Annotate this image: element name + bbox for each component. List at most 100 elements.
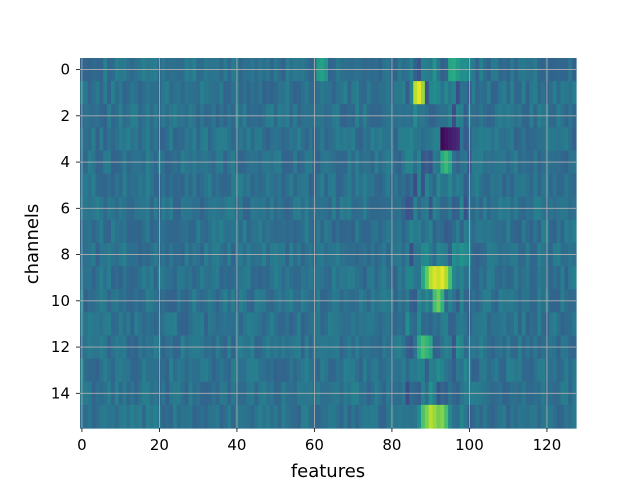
heatmap-cell	[428, 127, 434, 152]
heatmap-cell	[204, 81, 209, 105]
heatmap-cell	[362, 127, 368, 152]
heatmap-cell	[517, 173, 523, 198]
heatmap-cell	[161, 173, 166, 198]
heatmap-cell	[223, 81, 228, 105]
heatmap-cell	[254, 219, 259, 244]
heatmap-cell	[254, 266, 259, 290]
heatmap-cell	[192, 358, 197, 383]
heatmap-cell	[207, 312, 213, 337]
heatmap-cell	[490, 173, 496, 198]
heatmap-cell	[568, 173, 573, 198]
heatmap-cell	[169, 358, 174, 383]
heatmap-cell	[242, 266, 248, 290]
heatmap-cell	[339, 404, 345, 429]
x-tick-label: 0	[77, 436, 87, 454]
heatmap-cell	[471, 312, 476, 337]
heatmap-cell	[149, 127, 155, 152]
heatmap-cell	[548, 404, 554, 429]
heatmap-cell	[238, 127, 244, 152]
heatmap-cell	[378, 219, 383, 244]
heatmap-cell	[498, 81, 503, 105]
heatmap-cell	[355, 127, 360, 152]
heatmap-cell	[219, 266, 224, 290]
heatmap-cell	[285, 127, 290, 152]
heatmap-cell	[300, 81, 306, 105]
heatmap-cell	[331, 312, 337, 337]
heatmap-cell	[428, 404, 434, 429]
heatmap-cell	[529, 312, 534, 337]
heatmap-cell	[176, 127, 182, 152]
heatmap-cell	[440, 127, 445, 152]
heatmap-cell	[506, 404, 511, 429]
heatmap-cell	[351, 312, 356, 337]
heatmap-cell	[111, 173, 116, 198]
heatmap-cell	[331, 266, 337, 290]
heatmap-cell	[541, 219, 546, 244]
heatmap-cell	[459, 173, 465, 198]
y-tick-label: 14	[51, 384, 70, 402]
heatmap-cell	[331, 358, 337, 383]
heatmap-cell	[339, 173, 345, 198]
heatmap-cell	[510, 127, 515, 152]
heatmap-cell	[564, 358, 569, 383]
heatmap-cell	[494, 173, 500, 198]
heatmap-cell	[421, 219, 426, 244]
heatmap-cell	[153, 219, 159, 244]
heatmap-cell	[200, 173, 205, 198]
heatmap-cell	[246, 219, 252, 244]
heatmap-cell	[339, 219, 345, 244]
heatmap-cell	[366, 404, 372, 429]
heatmap-cell	[421, 173, 426, 198]
heatmap-cell	[537, 127, 542, 152]
heatmap-cell	[91, 81, 97, 105]
heatmap-cell	[126, 312, 131, 337]
heatmap-cell	[304, 81, 310, 105]
heatmap-cell	[99, 312, 104, 337]
heatmap-cell	[452, 219, 457, 244]
y-tick-label: 0	[60, 61, 70, 79]
heatmap-cell	[87, 173, 93, 198]
heatmap-cell	[374, 266, 379, 290]
heatmap-cell	[537, 81, 542, 105]
heatmap-cell	[269, 81, 275, 105]
heatmap-cell	[552, 266, 558, 290]
heatmap-cell	[122, 173, 128, 198]
heatmap-cell	[250, 312, 255, 337]
heatmap-cell	[490, 404, 496, 429]
heatmap-cell	[324, 219, 329, 244]
heatmap-cell	[308, 219, 314, 244]
heatmap-cell	[533, 173, 538, 198]
heatmap-cell	[324, 127, 329, 152]
heatmap-cell	[444, 404, 449, 429]
heatmap-cell	[192, 127, 197, 152]
heatmap-cell	[223, 173, 228, 198]
heatmap-cell	[103, 127, 108, 152]
heatmap-cell	[153, 312, 159, 337]
heatmap-cell	[359, 173, 364, 198]
heatmap-cell	[83, 358, 89, 383]
heatmap-cell	[250, 266, 255, 290]
heatmap-cell	[378, 404, 383, 429]
heatmap-cell	[281, 219, 286, 244]
heatmap-cell	[227, 81, 232, 105]
heatmap-cell	[568, 127, 573, 152]
heatmap-cell	[479, 358, 484, 383]
heatmap-cell	[455, 358, 461, 383]
heatmap-cell	[448, 219, 453, 244]
heatmap-cell	[552, 173, 558, 198]
heatmap-cell	[219, 81, 224, 105]
heatmap-cell	[529, 358, 534, 383]
heatmap-cell	[266, 127, 271, 152]
heatmap-cell	[374, 81, 379, 105]
heatmap-cell	[273, 219, 279, 244]
heatmap-cell	[541, 173, 546, 198]
heatmap-cell	[479, 312, 484, 337]
heatmap-cell	[343, 404, 348, 429]
heatmap-cell	[277, 219, 283, 244]
heatmap-cell	[335, 266, 341, 290]
heatmap-cell	[122, 404, 128, 429]
heatmap-cell	[161, 81, 166, 105]
heatmap-cell	[502, 404, 507, 429]
heatmap-cell	[242, 312, 248, 337]
heatmap-cell	[223, 404, 228, 429]
